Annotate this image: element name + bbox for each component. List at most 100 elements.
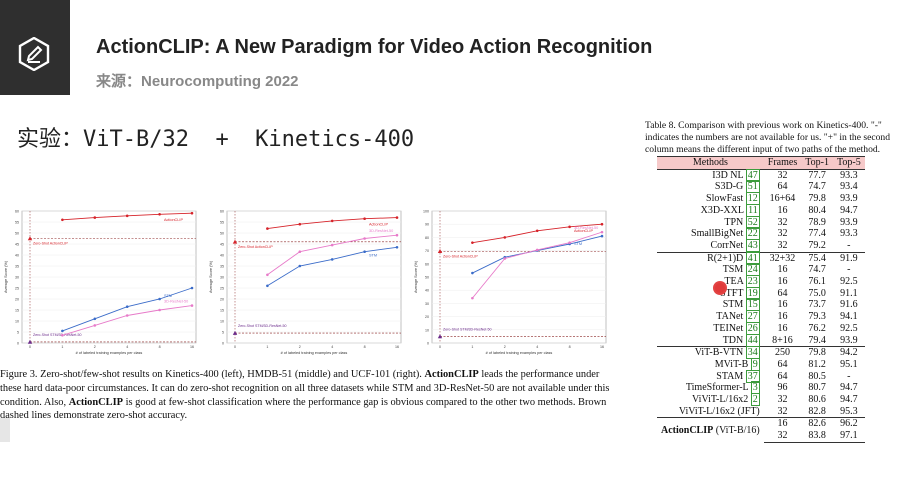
data-point-actionclip [471, 241, 474, 244]
side-handle[interactable] [0, 418, 10, 442]
top1-cell: 82.8 [808, 405, 826, 417]
citation-link[interactable]: 44 [745, 333, 760, 347]
citation-link[interactable]: 9 [750, 357, 760, 371]
data-point-stm [395, 246, 399, 249]
series-label-actionclip: ActionCLIP [369, 223, 388, 227]
figure-charts: 0 5 10 15 20 25 30 35 40 45 50 55 60 0 1 2 4 8 16 # of labe… [0, 203, 614, 363]
frames-cell: 32+32 [763, 251, 802, 265]
table-row: TPN 52 32 78.9 93.9 [657, 215, 865, 229]
frames-cell: 32 [777, 228, 788, 240]
top1-cell: 77.7 [808, 169, 826, 181]
series-label-stm: STM [164, 294, 172, 298]
y-tick-label: 20 [425, 315, 429, 319]
data-point-actionclip [600, 222, 604, 226]
y-tick-label: 30 [425, 302, 429, 306]
top5-cell: 94.7 [840, 382, 858, 394]
top5-cell: 95.3 [840, 405, 858, 417]
series-label-resnet: 3D-ResNet-50 [369, 229, 393, 233]
frames-cell: 16 [777, 264, 788, 276]
page-subtitle: 来源：Neurocomputing 2022 [96, 73, 299, 90]
method-name: X3D-XXL 11 [657, 203, 764, 217]
top1-cell: 79.3 [808, 311, 826, 323]
table-row: MViT-B 9 64 81.2 95.1 [657, 357, 865, 371]
y-tick-label: 40 [425, 289, 429, 293]
method-name: STAM 37 [657, 369, 764, 383]
citation-link[interactable]: 15 [745, 298, 760, 312]
header-top5: Top-5 [832, 156, 865, 170]
table-row: ViViT-L/16x2 (JFT) 32 82.8 95.3 [657, 406, 865, 418]
table-row: CorrNet 43 32 79.2 - [657, 238, 865, 252]
data-point-stm [158, 297, 161, 301]
citation-link[interactable]: 34 [745, 346, 760, 360]
frames-cell: 32 [777, 405, 788, 417]
table-row: STM 15 16 73.7 91.6 [657, 298, 865, 312]
x-tick-label: 0 [29, 345, 31, 349]
data-point-stm [330, 258, 334, 261]
citation-link[interactable]: 2 [750, 393, 760, 407]
frames-cell: 16 [763, 417, 802, 431]
data-point-stm [266, 284, 269, 288]
method-label: STFT [720, 287, 746, 299]
x-tick-label: 8 [569, 345, 571, 349]
citation-link[interactable]: 43 [745, 238, 760, 252]
citation-link[interactable]: 27 [745, 310, 760, 324]
citation-link[interactable]: 12 [745, 192, 760, 206]
ours-variant-label: (ViT-B/16) [713, 424, 760, 436]
frames-cell: 16 [777, 299, 788, 311]
data-point-actionclip [61, 218, 64, 222]
y-tick-label: 10 [220, 320, 224, 324]
citation-link[interactable]: 22 [745, 227, 760, 241]
top1-cell: 80.4 [808, 204, 826, 216]
data-point-stm [298, 264, 302, 268]
citation-link[interactable]: 26 [745, 321, 760, 335]
citation-link[interactable]: 19 [745, 286, 760, 300]
zero-shot-label: Zero-Shot STM/3D-ResNet-50 [33, 333, 82, 337]
data-point-resnet [125, 314, 129, 317]
top1-cell: 79.2 [808, 239, 826, 251]
top5-cell: 93.9 [840, 216, 858, 228]
method-label: ViViT-L/16x2 (JFT) [678, 405, 760, 417]
series-label-stm: STM [574, 242, 582, 246]
citation-link[interactable]: 3 [750, 381, 760, 395]
x-tick-label: 2 [299, 345, 301, 349]
data-point-actionclip [93, 216, 97, 219]
citation-link[interactable]: 24 [745, 263, 760, 277]
citation-link[interactable]: 37 [745, 369, 760, 383]
top1-cell: 79.8 [808, 193, 826, 205]
top1-cell: 73.7 [808, 299, 826, 311]
data-point-stm [93, 317, 97, 321]
y-tick-label: 60 [220, 210, 224, 214]
citation-link[interactable]: 11 [746, 203, 760, 217]
frames-cell: 16 [777, 276, 788, 288]
citation-link[interactable]: 23 [745, 275, 760, 289]
citation-link[interactable]: 52 [745, 215, 760, 229]
data-point-actionclip [125, 214, 129, 218]
top5-cell: - [847, 264, 851, 276]
zero-shot-label: Zero-Shot ActionCLIP [443, 254, 478, 258]
method-label: X3D-XXL [700, 204, 747, 216]
method-label: TimeSformer-L [685, 382, 751, 394]
method-name: ViViT-L/16x2 2 [657, 393, 764, 407]
x-tick-label: 1 [61, 345, 63, 349]
x-tick-label: 0 [439, 345, 441, 349]
y-tick-label: 10 [15, 320, 19, 324]
method-name: STFT 19 [657, 286, 764, 300]
y-tick-label: 0 [17, 342, 19, 346]
data-point-stm [125, 305, 129, 308]
header-methods: Methods [657, 156, 764, 170]
citation-link[interactable]: 41 [745, 251, 760, 265]
y-tick-label: 35 [15, 265, 19, 269]
table-row: TSM 24 16 74.7 - [657, 263, 865, 277]
citation-link[interactable]: 51 [745, 180, 760, 194]
y-tick-label: 25 [15, 287, 19, 291]
table-row: R(2+1)D 41 32+32 75.4 91.9 [657, 251, 865, 265]
table-row: I3D NL 47 32 77.7 93.3 [657, 168, 865, 182]
top5-cell: 93.9 [840, 193, 858, 205]
top5-cell: 95.1 [840, 358, 858, 370]
data-point-resnet [330, 243, 334, 247]
citation-link[interactable]: 47 [745, 168, 760, 182]
y-tick-label: 30 [220, 276, 224, 280]
frames-cell: 64 [777, 358, 788, 370]
top5-cell: 97.1 [832, 430, 865, 443]
